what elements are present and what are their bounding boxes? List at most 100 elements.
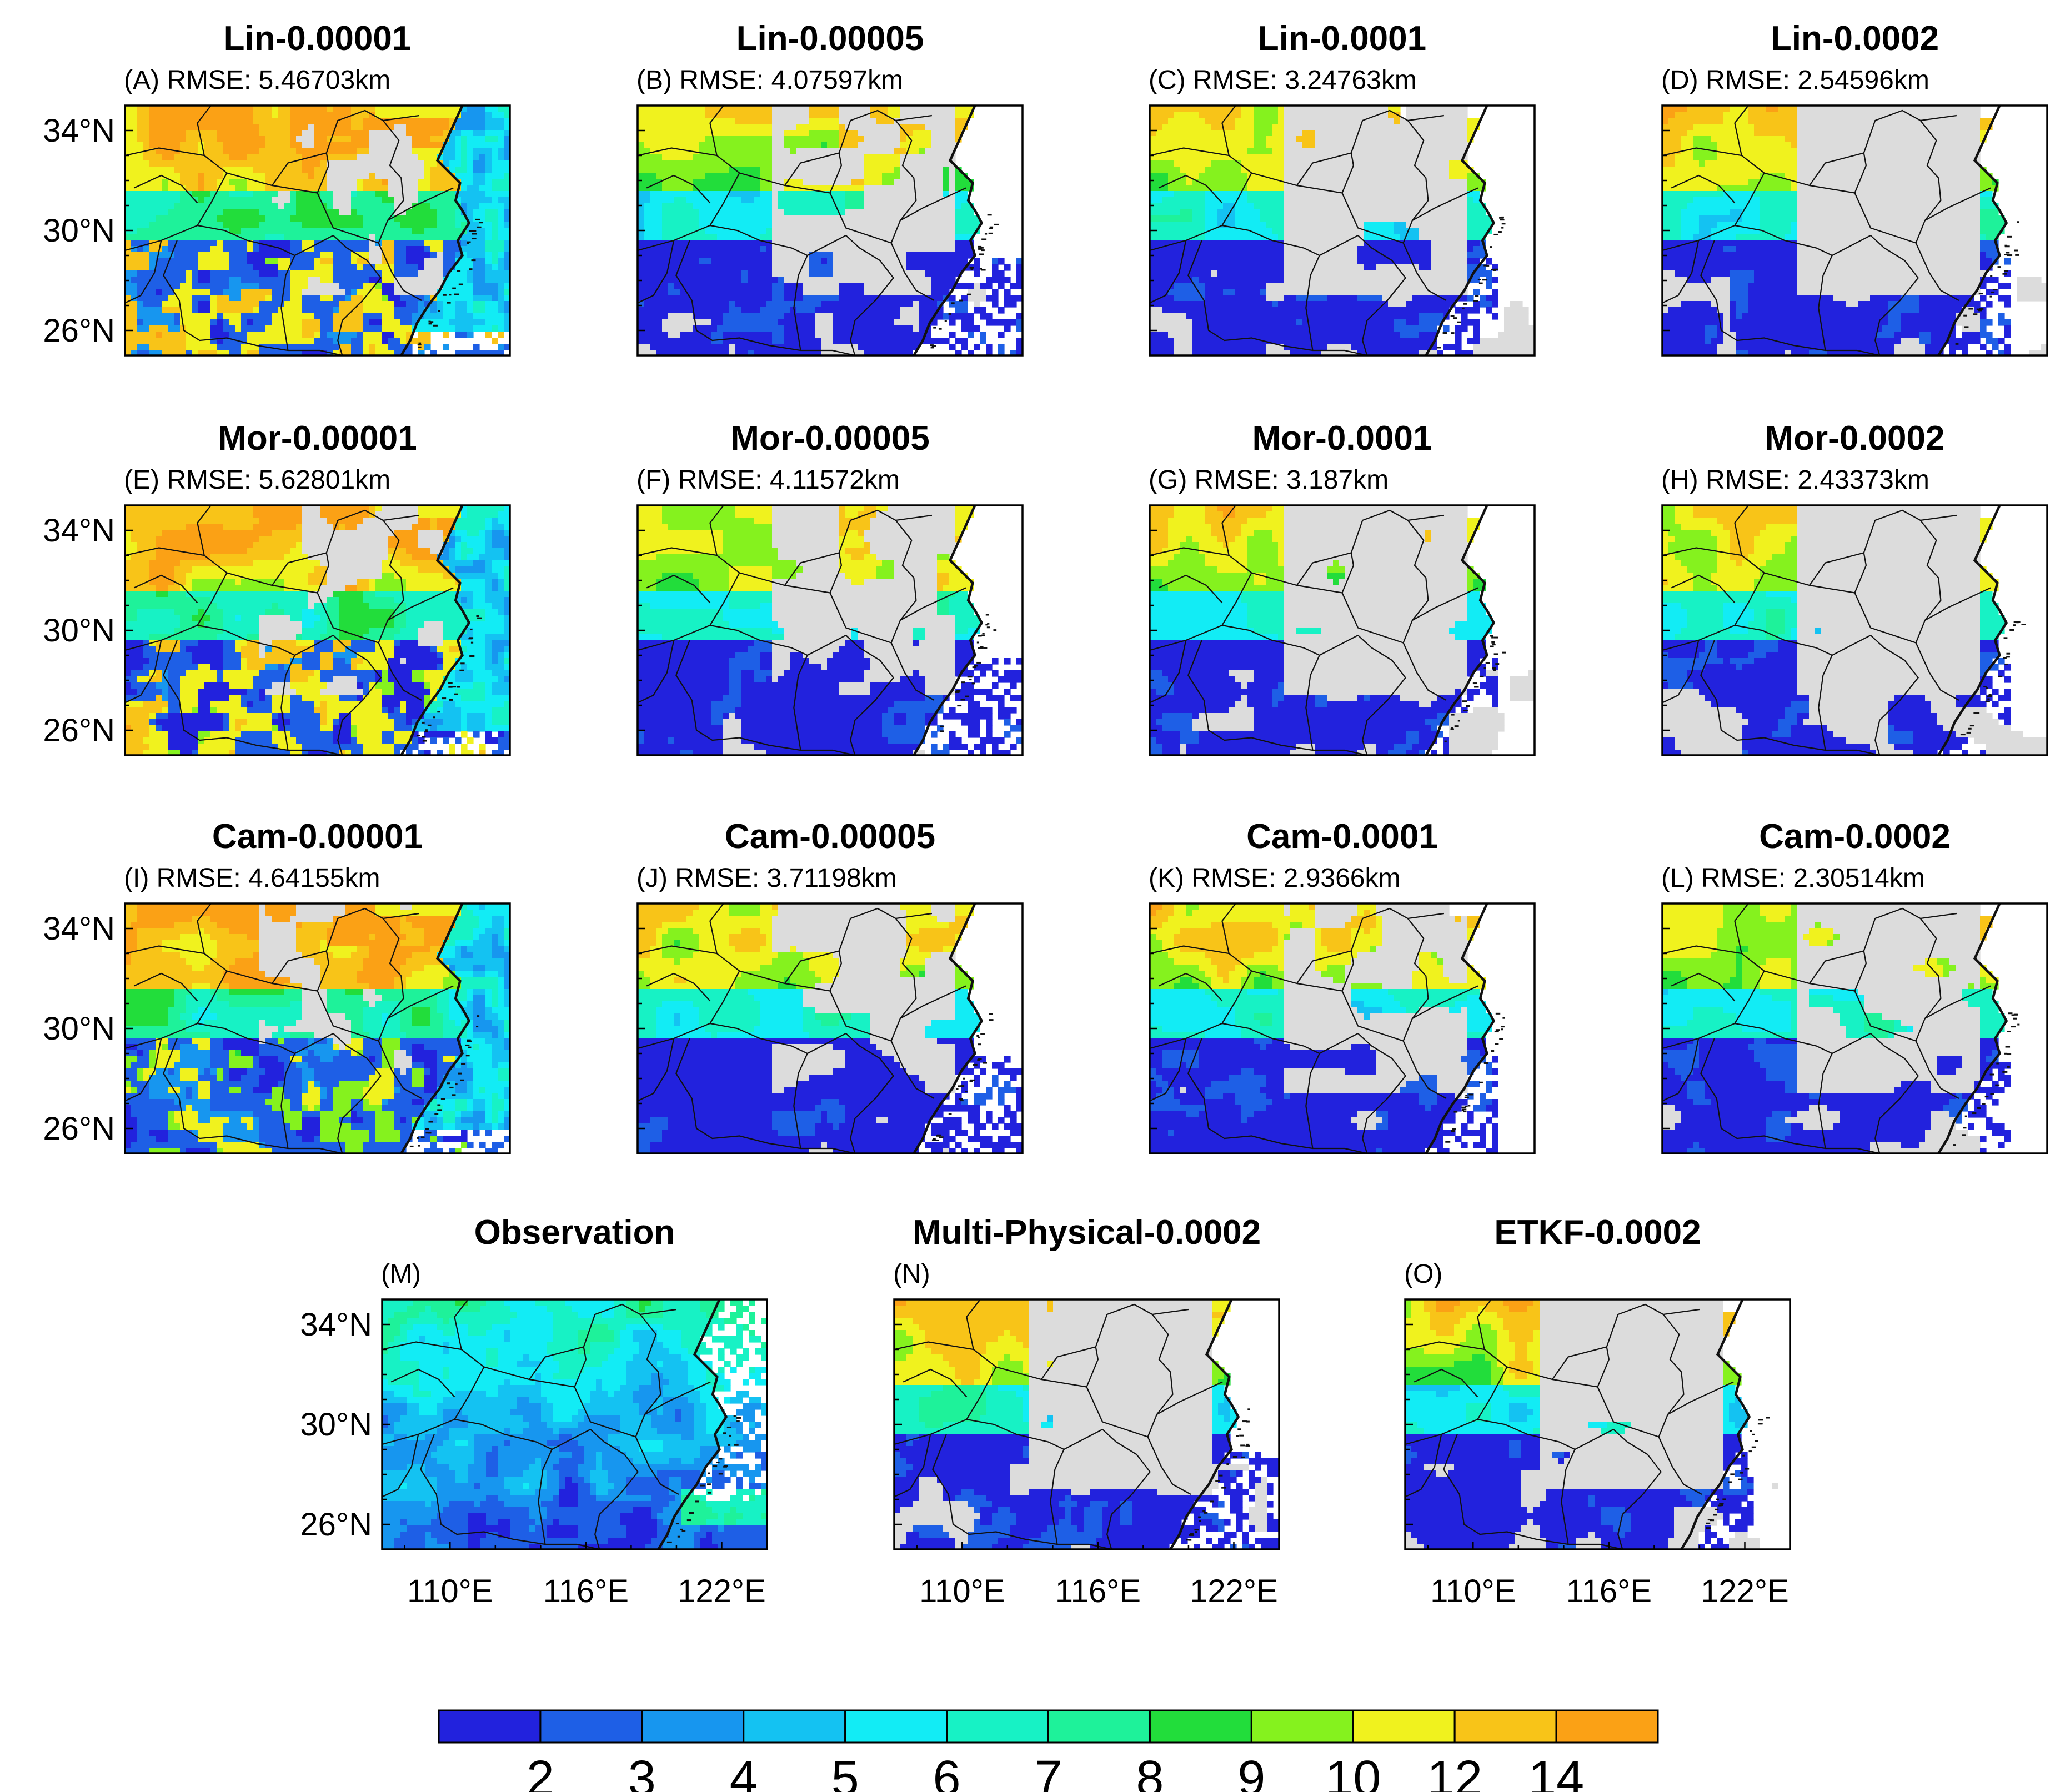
panel-title: Multi-Physical-0.0002 [913,1213,1261,1252]
island [1501,223,1506,225]
lat-tick-label: 26°N [43,712,115,749]
map-panel-h: Mor-0.0002 (H) RMSE: 2.43373km [1661,419,2048,756]
province-borders [1405,1299,1734,1549]
island [967,676,973,678]
panel-rmse-label: (O) [1404,1259,1442,1289]
island [469,230,473,232]
island [1494,1031,1499,1033]
island [681,1530,686,1532]
island [1745,1468,1750,1470]
lon-tick-label: 110°E [1430,1573,1516,1609]
island [1450,315,1455,317]
island [2021,623,2026,625]
island [982,633,985,635]
map-panel-k: Cam-0.0001 (K) RMSE: 2.9366km [1149,817,1536,1154]
island [1992,289,1998,291]
island [1751,1446,1756,1448]
coastline [400,903,471,1153]
island [1474,686,1479,688]
island [1997,266,2001,268]
island [1210,1500,1214,1503]
field-grid [894,1299,1279,1549]
island [479,222,483,224]
island [1495,663,1500,665]
island [469,655,475,657]
island [1979,308,1984,310]
island [477,1015,480,1017]
colorbar-swatch [946,1709,1050,1744]
island [417,1137,419,1139]
island [1706,1527,1711,1529]
island [2017,1023,2020,1026]
island [425,1132,431,1134]
island [472,230,477,232]
island [1996,1062,1999,1065]
island [1199,1520,1201,1522]
island [1766,1417,1770,1419]
island [989,226,994,228]
island [1442,332,1447,334]
island [1452,317,1457,319]
island [930,347,934,349]
island [979,253,984,255]
island [1463,710,1468,712]
panel-rmse-label: (A) RMSE: 5.46703km [124,66,390,95]
island [689,1512,694,1514]
map-panel-l: Cam-0.0002 (L) RMSE: 2.30514km [1661,817,2048,1154]
island [449,699,453,701]
island [1463,303,1467,305]
island [471,259,476,262]
island [686,1519,691,1522]
island [1742,1454,1745,1457]
colorbar-swatch [1352,1709,1456,1744]
island [448,686,453,688]
province-borders [1662,903,1991,1153]
map-panel-d: Lin-0.0002 (D) RMSE: 2.54596km [1661,19,2048,357]
island [449,1086,454,1088]
lat-tick-label: 30°N [300,1407,372,1443]
panel-rmse-label: (L) RMSE: 2.30514km [1661,864,1925,893]
lon-tick-label: 116°E [1055,1573,1141,1609]
island [1483,264,1488,267]
island [707,1483,711,1485]
island [1453,1111,1458,1113]
island [465,1055,470,1057]
island [978,647,983,649]
island [1445,1141,1451,1143]
island [461,1063,466,1065]
colorbar-tick-label: 9 [1237,1751,1265,1792]
island [427,724,432,726]
island [1463,1111,1467,1113]
island [1706,1522,1711,1524]
island [2013,621,2019,623]
coastline [1425,505,1496,755]
lat-tick-label: 30°N [43,1011,115,1047]
island [1740,1472,1743,1474]
island [1962,1134,1966,1136]
colorbar-swatch [539,1709,643,1744]
island [1953,1144,1956,1146]
island [429,321,434,323]
island [449,294,452,296]
island [1451,714,1455,716]
island [985,624,988,626]
coastline [1937,505,2008,755]
island [1955,343,1959,345]
island [2013,1017,2017,1020]
island [978,245,982,248]
province-borders [1150,505,1478,755]
lat-tick-label: 30°N [43,613,115,649]
island [960,1100,964,1102]
island [966,293,971,295]
island [467,242,469,244]
map-panel-m: Observation (M) 34°N 30°N 26°N 110°E 116°E 122°… [300,1213,768,1609]
island [1499,1038,1503,1040]
island [1493,636,1498,639]
panel-title: Lin-0.0001 [1258,19,1426,58]
island [432,324,438,327]
island [1978,293,1983,295]
island [1492,644,1496,646]
island [1241,1456,1245,1458]
colorbar-swatch [1555,1709,1659,1744]
colorbar-swatch [1453,1709,1557,1744]
